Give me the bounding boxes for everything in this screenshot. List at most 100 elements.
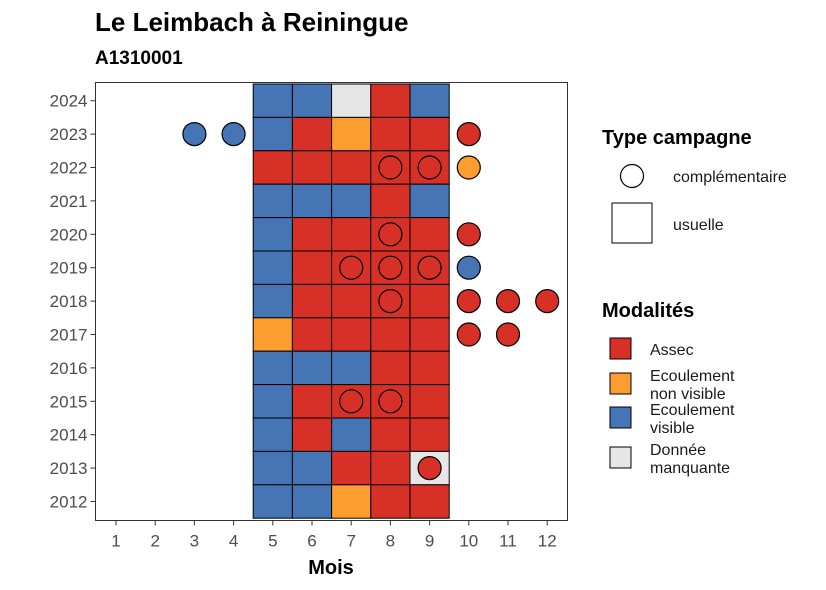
y-tick-label-2016: 2016: [50, 359, 88, 378]
point-2020-8: [378, 222, 403, 247]
heat-cell-2016-5: [252, 350, 293, 386]
heat-cell-2014-7: [331, 417, 372, 452]
y-tick-label-2023: 2023: [50, 125, 88, 144]
heat-cell-2024-9: [409, 83, 450, 118]
legend-swatch-assec: [609, 337, 632, 360]
heat-cell-2021-8: [370, 183, 411, 219]
heat-cell-2015-5: [252, 384, 293, 419]
point-2015-7: [339, 389, 364, 414]
heat-cell-2021-5: [252, 183, 293, 219]
point-2023-3: [182, 122, 207, 147]
y-tick-label-2020: 2020: [50, 225, 88, 244]
heat-cell-2012-8: [370, 484, 411, 519]
point-2019-7: [339, 255, 364, 280]
heat-cell-2024-7: [331, 83, 372, 118]
y-tick-label-2014: 2014: [50, 426, 88, 445]
x-tick-label-2: 2: [150, 532, 159, 551]
legend-modalites-title: Modalités: [602, 300, 694, 322]
legend-complementaire-label: complémentaire: [673, 169, 787, 186]
y-tick-label-2015: 2015: [50, 392, 88, 411]
x-tick-label-10: 10: [459, 532, 478, 551]
x-tick-label-1: 1: [111, 532, 120, 551]
chart-title: Le Leimbach à Reiningue: [95, 7, 409, 37]
legend-usuelle-label: usuelle: [673, 217, 724, 234]
legend-type-campagne: Type campagne complémentaire usuelle: [602, 127, 787, 244]
heat-cell-2023-9: [409, 116, 450, 152]
point-2022-10: [456, 155, 481, 180]
x-axis: 1 2 3 4 5 6 7 8 9 10 11 12: [111, 520, 557, 551]
x-tick-label-11: 11: [499, 532, 517, 551]
point-2015-8: [378, 389, 403, 414]
heat-cell-2013-6: [291, 450, 333, 486]
legend-label-ecoulement-visible-line2: visible: [650, 420, 695, 437]
heat-cell-2017-8: [370, 317, 411, 352]
point-2019-10: [456, 255, 481, 280]
point-2017-11: [495, 322, 521, 347]
heat-cell-2020-7: [331, 217, 372, 252]
heat-cell-2021-6: [291, 183, 333, 219]
heat-cell-2014-5: [252, 417, 293, 452]
heat-cell-2019-6: [291, 250, 333, 285]
heat-cell-2012-7: [331, 484, 372, 519]
legend-swatch-ecoulement-visible: [609, 406, 632, 429]
heat-cell-2012-5: [252, 484, 293, 519]
x-tick-label-12: 12: [538, 532, 557, 551]
legend-label-donnee-manquante-line1: Donnée: [650, 442, 706, 459]
heat-cell-2018-5: [252, 283, 293, 319]
y-tick-label-2018: 2018: [50, 292, 88, 311]
complementary-points: [182, 122, 560, 481]
heat-cell-2020-5: [252, 217, 293, 252]
heat-cell-2014-8: [370, 417, 411, 452]
y-tick-label-2012: 2012: [50, 493, 88, 512]
chart-subtitle: A1310001: [95, 48, 183, 69]
heat-cell-2012-6: [291, 484, 333, 519]
heat-cell-2020-9: [409, 217, 450, 252]
heat-cell-2014-6: [291, 417, 333, 452]
x-tick-label-7: 7: [346, 532, 355, 551]
legend-usuelle-square: [611, 202, 653, 244]
legend-label-assec: Assec: [650, 342, 694, 359]
heat-cell-2022-5: [252, 150, 293, 185]
heat-cell-2024-8: [370, 83, 411, 118]
heat-cell-2022-7: [331, 150, 372, 185]
heatmap-cells: [252, 83, 450, 519]
y-tick-label-2013: 2013: [50, 459, 88, 478]
x-tick-label-5: 5: [268, 532, 277, 551]
heat-cell-2016-7: [331, 350, 372, 386]
heat-cell-2023-7: [331, 116, 372, 152]
heat-cell-2024-6: [291, 83, 333, 118]
y-tick-label-2021: 2021: [50, 192, 88, 211]
legend-label-ecoulement-non-visible-line1: Ecoulement: [650, 368, 735, 385]
legend-complementaire-circle: [619, 163, 645, 189]
legend-swatch-ecoulement-non-visible: [609, 372, 632, 395]
legend-label-ecoulement-visible-line1: Ecoulement: [650, 402, 735, 419]
point-2017-10: [456, 322, 481, 347]
heat-cell-2016-8: [370, 350, 411, 386]
point-2018-11: [495, 289, 521, 314]
heat-cell-2016-9: [409, 350, 450, 386]
y-tick-label-2017: 2017: [50, 326, 88, 345]
heat-cell-2024-5: [252, 83, 293, 118]
point-2018-12: [535, 289, 560, 314]
y-tick-label-2024: 2024: [50, 92, 88, 111]
heat-cell-2023-5: [252, 116, 293, 152]
point-2023-10: [456, 122, 481, 147]
x-axis-title: Mois: [308, 557, 354, 579]
point-2019-8: [378, 255, 403, 280]
x-tick-label-4: 4: [229, 532, 238, 551]
heat-cell-2013-8: [370, 450, 411, 486]
point-2018-10: [456, 289, 481, 314]
heat-cell-2023-8: [370, 116, 411, 152]
legend-label-donnee-manquante-line2: manquante: [650, 460, 730, 477]
heat-cell-2015-6: [291, 384, 333, 419]
heat-cell-2023-6: [291, 116, 333, 152]
x-tick-label-3: 3: [190, 532, 199, 551]
heat-cell-2015-9: [409, 384, 450, 419]
heat-cell-2013-7: [331, 450, 372, 486]
x-tick-label-8: 8: [386, 532, 395, 551]
point-2019-9: [417, 255, 442, 280]
y-tick-label-2022: 2022: [50, 159, 88, 178]
heat-cell-2019-5: [252, 250, 293, 285]
